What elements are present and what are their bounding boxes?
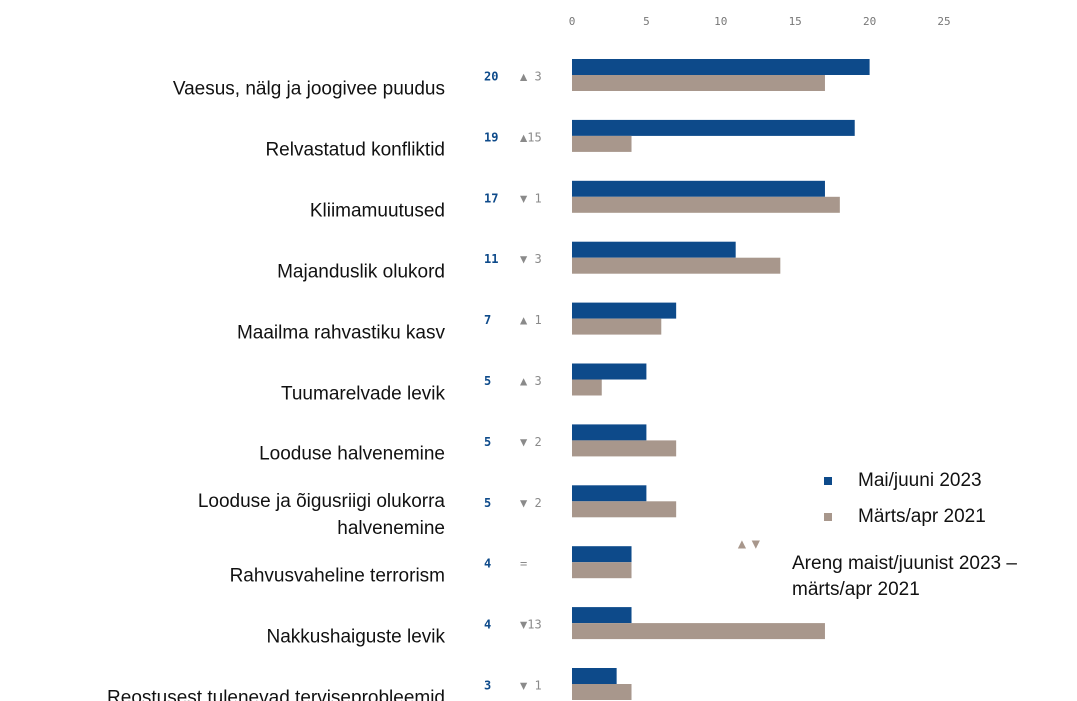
value-label: 5 <box>484 374 491 388</box>
change-label: ▲ 1 <box>520 313 542 327</box>
bar <box>572 440 677 457</box>
bar <box>572 424 647 441</box>
x-tick-label: 10 <box>714 15 727 28</box>
value-label: 5 <box>484 435 491 449</box>
legend-label: Mai/juuni 2023 <box>858 470 982 491</box>
change-label: ▼ 1 <box>520 191 542 205</box>
bar <box>572 668 617 684</box>
bar <box>572 485 647 502</box>
x-tick-label: 0 <box>569 15 576 28</box>
x-tick-label: 15 <box>789 15 802 28</box>
category-label: Looduse halvenemine <box>259 443 445 465</box>
category-label: Rahvusvaheline terrorism <box>229 565 445 587</box>
change-label: ▼ 1 <box>520 679 542 693</box>
legend-swatch <box>824 477 832 485</box>
category-label: Nakkushaiguste levik <box>266 626 445 648</box>
category-label: Vaesus, nälg ja joogivee puudus <box>172 78 445 100</box>
bar <box>572 302 677 319</box>
category-label: Tuumarelvade levik <box>280 383 445 404</box>
legend-swatch <box>824 513 832 521</box>
bar <box>572 59 870 75</box>
category-label: Maailma rahvastiku kasv <box>236 322 445 344</box>
change-label: ▲ 3 <box>520 70 542 84</box>
bar <box>572 363 647 380</box>
x-tick-label: 20 <box>863 15 876 28</box>
x-tick-label: 25 <box>937 15 950 28</box>
bar <box>572 241 736 258</box>
value-label: 17 <box>484 191 498 205</box>
change-label: ▼ 2 <box>520 496 542 510</box>
bar <box>572 684 632 700</box>
category-label: Kliimamuutused <box>309 200 445 222</box>
bar <box>572 379 602 396</box>
bar <box>572 180 825 197</box>
value-label: 7 <box>484 313 491 327</box>
change-label: ▼13 <box>520 618 542 632</box>
bar <box>572 75 825 91</box>
change-label: ▲ 3 <box>520 374 542 388</box>
bar <box>572 318 662 335</box>
category-label: Relvastatud konfliktid <box>265 139 445 161</box>
bar <box>572 623 825 640</box>
change-legend: Areng maist/juunist 2023 – märts/apr 202… <box>792 553 1017 600</box>
category-label: Majanduslik olukord <box>277 261 445 283</box>
bar <box>572 607 632 624</box>
value-label: 20 <box>484 70 498 84</box>
value-label: 19 <box>484 130 498 144</box>
value-label: 4 <box>484 557 491 571</box>
bar <box>572 562 632 579</box>
bar <box>572 501 677 518</box>
x-tick-label: 5 <box>643 15 650 28</box>
legend-label: Märts/apr 2021 <box>858 506 986 527</box>
value-label: 11 <box>484 252 498 266</box>
value-label: 4 <box>484 618 491 632</box>
category-label: Reostusest tulenevad terviseprobleemid <box>107 687 445 701</box>
change-label: ▼ 2 <box>520 435 542 449</box>
value-label: 3 <box>484 679 491 693</box>
change-label: = <box>520 557 527 571</box>
category-label: Looduse ja õigusriigi olukorra halvenemi… <box>197 491 445 540</box>
change-label: ▼ 3 <box>520 252 542 266</box>
bar <box>572 257 781 274</box>
change-label: ▲15 <box>520 130 542 144</box>
bar <box>572 119 855 136</box>
value-label: 5 <box>484 496 491 510</box>
bar <box>572 196 840 213</box>
change-legend-symbol: ▲▼ <box>735 536 763 552</box>
bar <box>572 135 632 152</box>
bar <box>572 546 632 563</box>
